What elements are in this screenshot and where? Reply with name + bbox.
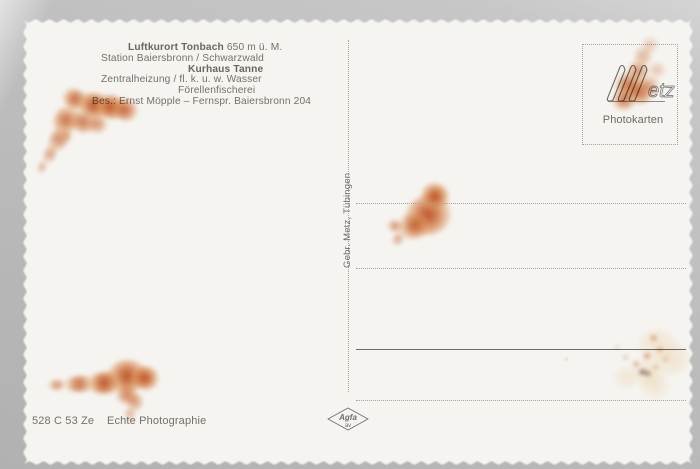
svg-text:av: av — [345, 423, 351, 429]
svg-text:Agfa: Agfa — [338, 413, 357, 422]
